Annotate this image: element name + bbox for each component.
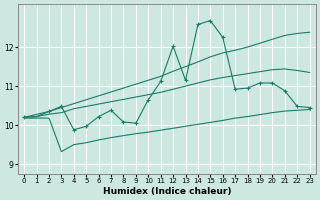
X-axis label: Humidex (Indice chaleur): Humidex (Indice chaleur) xyxy=(103,187,231,196)
